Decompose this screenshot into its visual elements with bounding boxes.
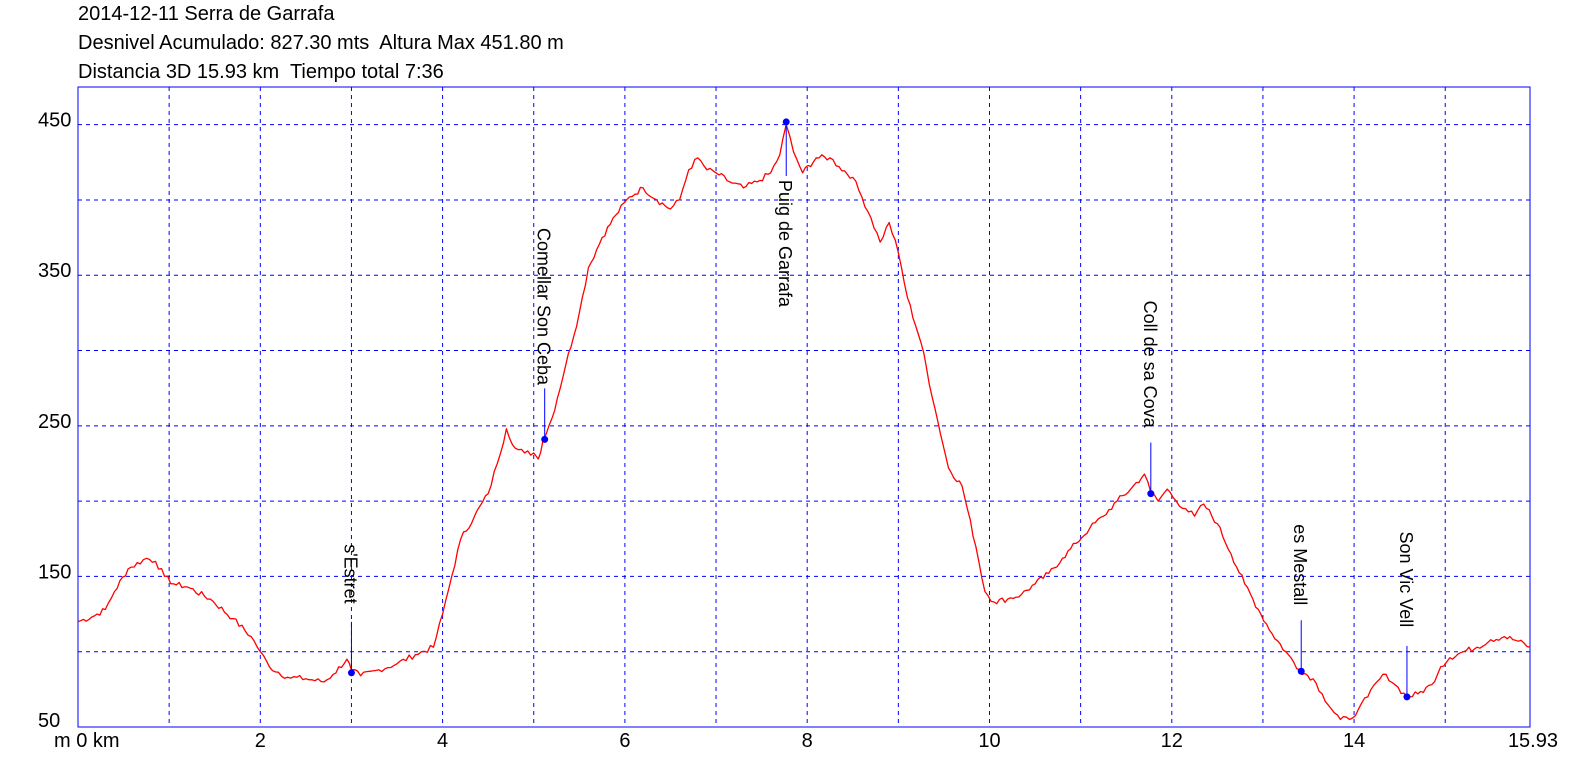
chart-subtitle-distance: Distancia 3D 15.93 km Tiempo total 7:36 bbox=[78, 61, 444, 83]
waypoint-label: es Mestall bbox=[1290, 524, 1310, 605]
x-tick-label: 8 bbox=[802, 730, 813, 752]
x-tick-label: m 0 km bbox=[54, 730, 120, 752]
x-tick-label: 4 bbox=[437, 730, 448, 752]
waypoint-marker bbox=[1297, 667, 1305, 675]
x-tick-label: 6 bbox=[619, 730, 630, 752]
y-tick-label: 350 bbox=[38, 260, 71, 282]
waypoint-label: Son Vic Vell bbox=[1396, 531, 1416, 627]
plot-frame bbox=[77, 86, 1531, 728]
chart-subtitle-elevation: Desnivel Acumulado: 827.30 mts Altura Ma… bbox=[78, 32, 564, 54]
waypoint-marker bbox=[1403, 693, 1411, 701]
waypoint: Comellar Son Ceba bbox=[534, 228, 554, 443]
x-tick-label: 10 bbox=[978, 730, 1000, 752]
waypoint: Puig de Garrafa bbox=[775, 118, 795, 308]
waypoint-label: Coll de sa Cova bbox=[1140, 301, 1160, 429]
waypoint: s'Estret bbox=[340, 544, 360, 677]
x-tick-label: 2 bbox=[255, 730, 266, 752]
elevation-line bbox=[77, 123, 1531, 721]
waypoint-marker bbox=[347, 669, 355, 677]
x-tick-label: 15.93 bbox=[1508, 730, 1558, 752]
waypoint: Son Vic Vell bbox=[1396, 531, 1416, 701]
waypoint-marker bbox=[541, 435, 549, 443]
waypoint-marker bbox=[782, 118, 790, 126]
y-tick-label: 450 bbox=[38, 110, 71, 132]
grid-lines bbox=[78, 87, 1530, 727]
y-tick-label: 150 bbox=[38, 561, 71, 583]
waypoint-label: s'Estret bbox=[340, 544, 360, 603]
x-axis-ticks: m 0 km 2 4 6 8 10 12 14 15.93 bbox=[54, 730, 1558, 752]
x-tick-label: 14 bbox=[1343, 730, 1365, 752]
x-tick-label: 12 bbox=[1161, 730, 1183, 752]
elevation-series bbox=[77, 123, 1531, 721]
waypoints: s'Estret Comellar Son Ceba Puig de Garrafa… bbox=[340, 118, 1416, 701]
waypoint-label: Puig de Garrafa bbox=[775, 180, 795, 308]
waypoint-marker bbox=[1147, 490, 1155, 498]
y-tick-label: 250 bbox=[38, 411, 71, 433]
y-axis-ticks: 50 150 250 350 450 bbox=[38, 110, 71, 732]
waypoint: Coll de sa Cova bbox=[1140, 301, 1160, 498]
waypoint: es Mestall bbox=[1290, 524, 1310, 675]
waypoint-label: Comellar Son Ceba bbox=[534, 228, 554, 386]
plot-border bbox=[77, 86, 1531, 728]
chart-title: 2014-12-11 Serra de Garrafa bbox=[78, 3, 335, 25]
y-tick-label: 50 bbox=[38, 710, 60, 732]
